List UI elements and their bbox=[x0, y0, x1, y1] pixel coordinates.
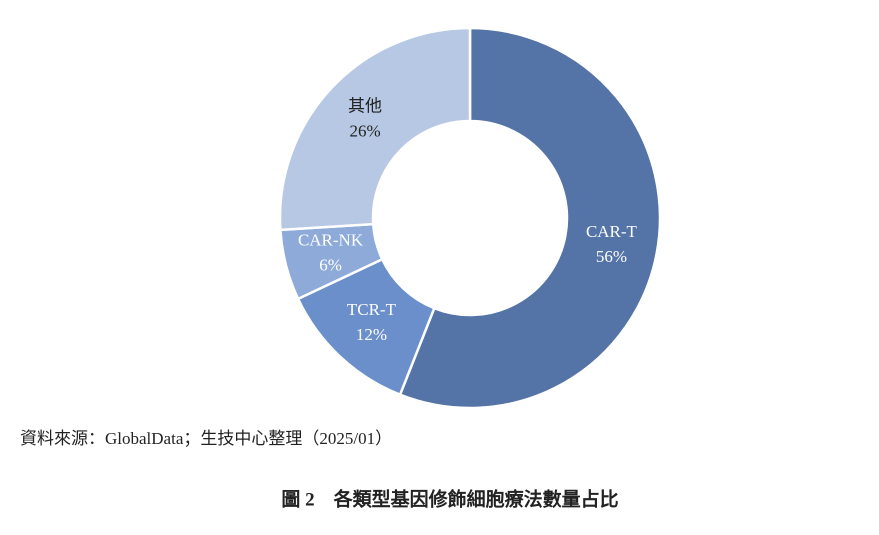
source-note: 資料來源：GlobalData；生技中心整理（2025/01） bbox=[20, 429, 392, 448]
slice-label: TCR-T bbox=[347, 300, 397, 319]
slice-label: 其他 bbox=[348, 96, 382, 115]
value-label: 6% bbox=[319, 256, 342, 275]
slice-label: CAR-T bbox=[586, 222, 638, 241]
value-label: 26% bbox=[349, 121, 380, 140]
slice-label: CAR-NK bbox=[298, 231, 364, 250]
value-label: 56% bbox=[596, 247, 627, 266]
donut-slice bbox=[398, 26, 662, 410]
donut-slice bbox=[278, 26, 472, 232]
value-label: 12% bbox=[356, 325, 387, 344]
caption: 圖 2 各類型基因修飾細胞療法數量占比 bbox=[281, 487, 618, 510]
